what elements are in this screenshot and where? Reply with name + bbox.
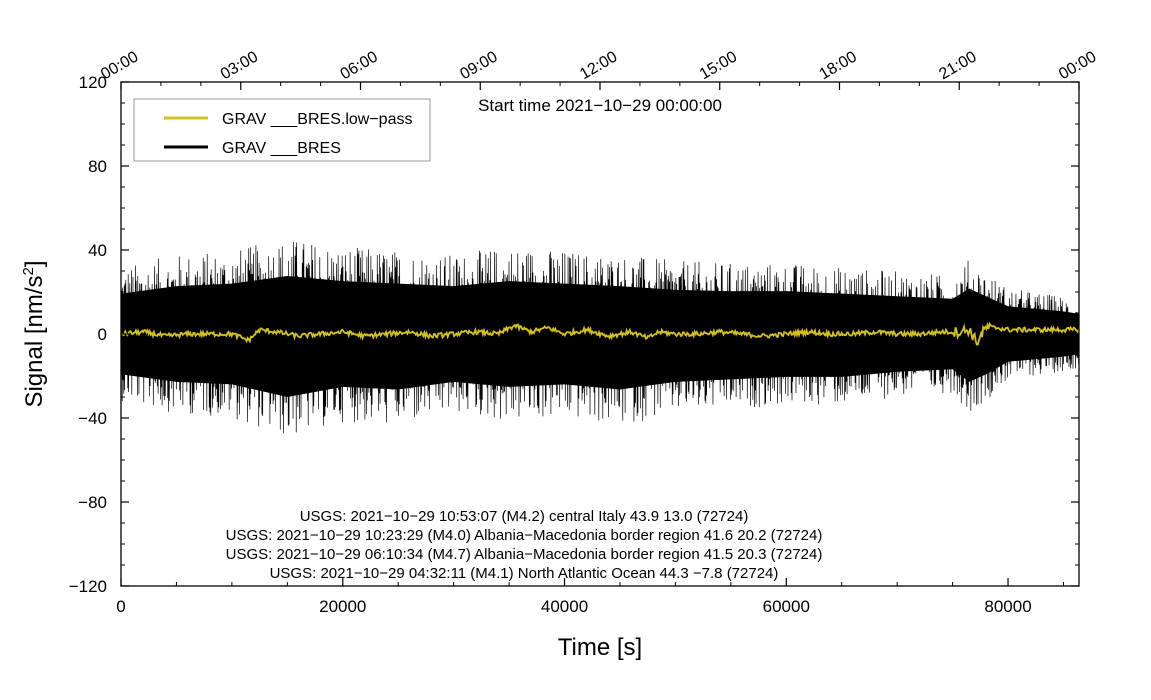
y-tick-label: −40 xyxy=(78,409,107,428)
start-time-label: Start time 2021−10−29 00:00:00 xyxy=(478,96,722,115)
legend-label-raw: GRAV ___BRES xyxy=(222,140,341,157)
legend-box xyxy=(133,98,431,162)
annotation-line: USGS: 2021−10−29 10:23:29 (M4.0) Albania… xyxy=(226,527,823,544)
y-tick-label: 0 xyxy=(98,325,107,344)
series-lowpass-line xyxy=(120,321,1080,346)
y-tick-label: 120 xyxy=(79,73,107,92)
x-tick-label: 0 xyxy=(116,597,125,616)
y-tick-label: −120 xyxy=(69,577,107,596)
top-time-axis: 00:00 03:00 06:00 09:00 12:00 15:00 18:00 21:00… xyxy=(98,48,1099,90)
top-tick-label: 21:00 xyxy=(936,48,979,83)
legend: GRAV ___BRES.low−pass GRAV ___BRES xyxy=(133,98,431,162)
legend-label-lowpass: GRAV ___BRES.low−pass xyxy=(222,111,412,128)
top-tick-label: 09:00 xyxy=(457,48,500,83)
y-axis: −120 −80 −40 0 40 80 120 xyxy=(69,73,1079,596)
x-tick-label: 80000 xyxy=(984,597,1031,616)
annotation-line: USGS: 2021−10−29 04:32:11 (M4.1) North A… xyxy=(270,565,779,582)
y-axis-title-suffix: ] xyxy=(21,260,48,267)
annotation-line: USGS: 2021−10−29 06:10:34 (M4.7) Albania… xyxy=(226,546,823,563)
earthquake-annotations: USGS: 2021−10−29 10:53:07 (M4.2) central… xyxy=(226,508,823,582)
top-tick-label: 06:00 xyxy=(338,48,381,83)
x-axis-title: Time [s] xyxy=(558,634,642,661)
plot-area xyxy=(120,242,1080,434)
top-tick-label: 00:00 xyxy=(1056,48,1099,83)
x-tick-label: 20000 xyxy=(319,597,366,616)
top-tick-label: 12:00 xyxy=(577,48,620,83)
top-tick-label: 15:00 xyxy=(697,48,740,83)
x-tick-label: 40000 xyxy=(541,597,588,616)
y-axis-title: Signal [nm/s2] xyxy=(20,260,48,407)
y-tick-label: −80 xyxy=(78,493,107,512)
top-tick-label: 18:00 xyxy=(817,48,860,83)
x-tick-label: 60000 xyxy=(763,597,810,616)
top-tick-label: 00:00 xyxy=(98,48,141,83)
annotation-line: USGS: 2021−10−29 10:53:07 (M4.2) central… xyxy=(300,508,749,525)
y-axis-title-main: Signal [nm/s xyxy=(21,275,48,407)
y-tick-label: 80 xyxy=(88,157,107,176)
x-axis: 0 20000 40000 60000 80000 xyxy=(116,578,1064,616)
y-tick-label: 40 xyxy=(88,241,107,260)
y-axis-title-superscript: 2 xyxy=(20,267,37,275)
top-tick-label: 03:00 xyxy=(218,48,261,83)
